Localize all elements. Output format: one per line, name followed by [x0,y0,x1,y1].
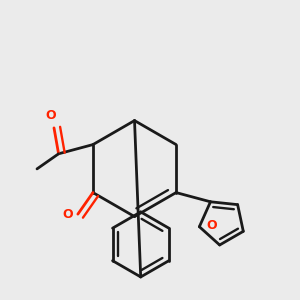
Text: O: O [63,208,73,220]
Text: O: O [45,109,56,122]
Text: O: O [206,219,217,232]
